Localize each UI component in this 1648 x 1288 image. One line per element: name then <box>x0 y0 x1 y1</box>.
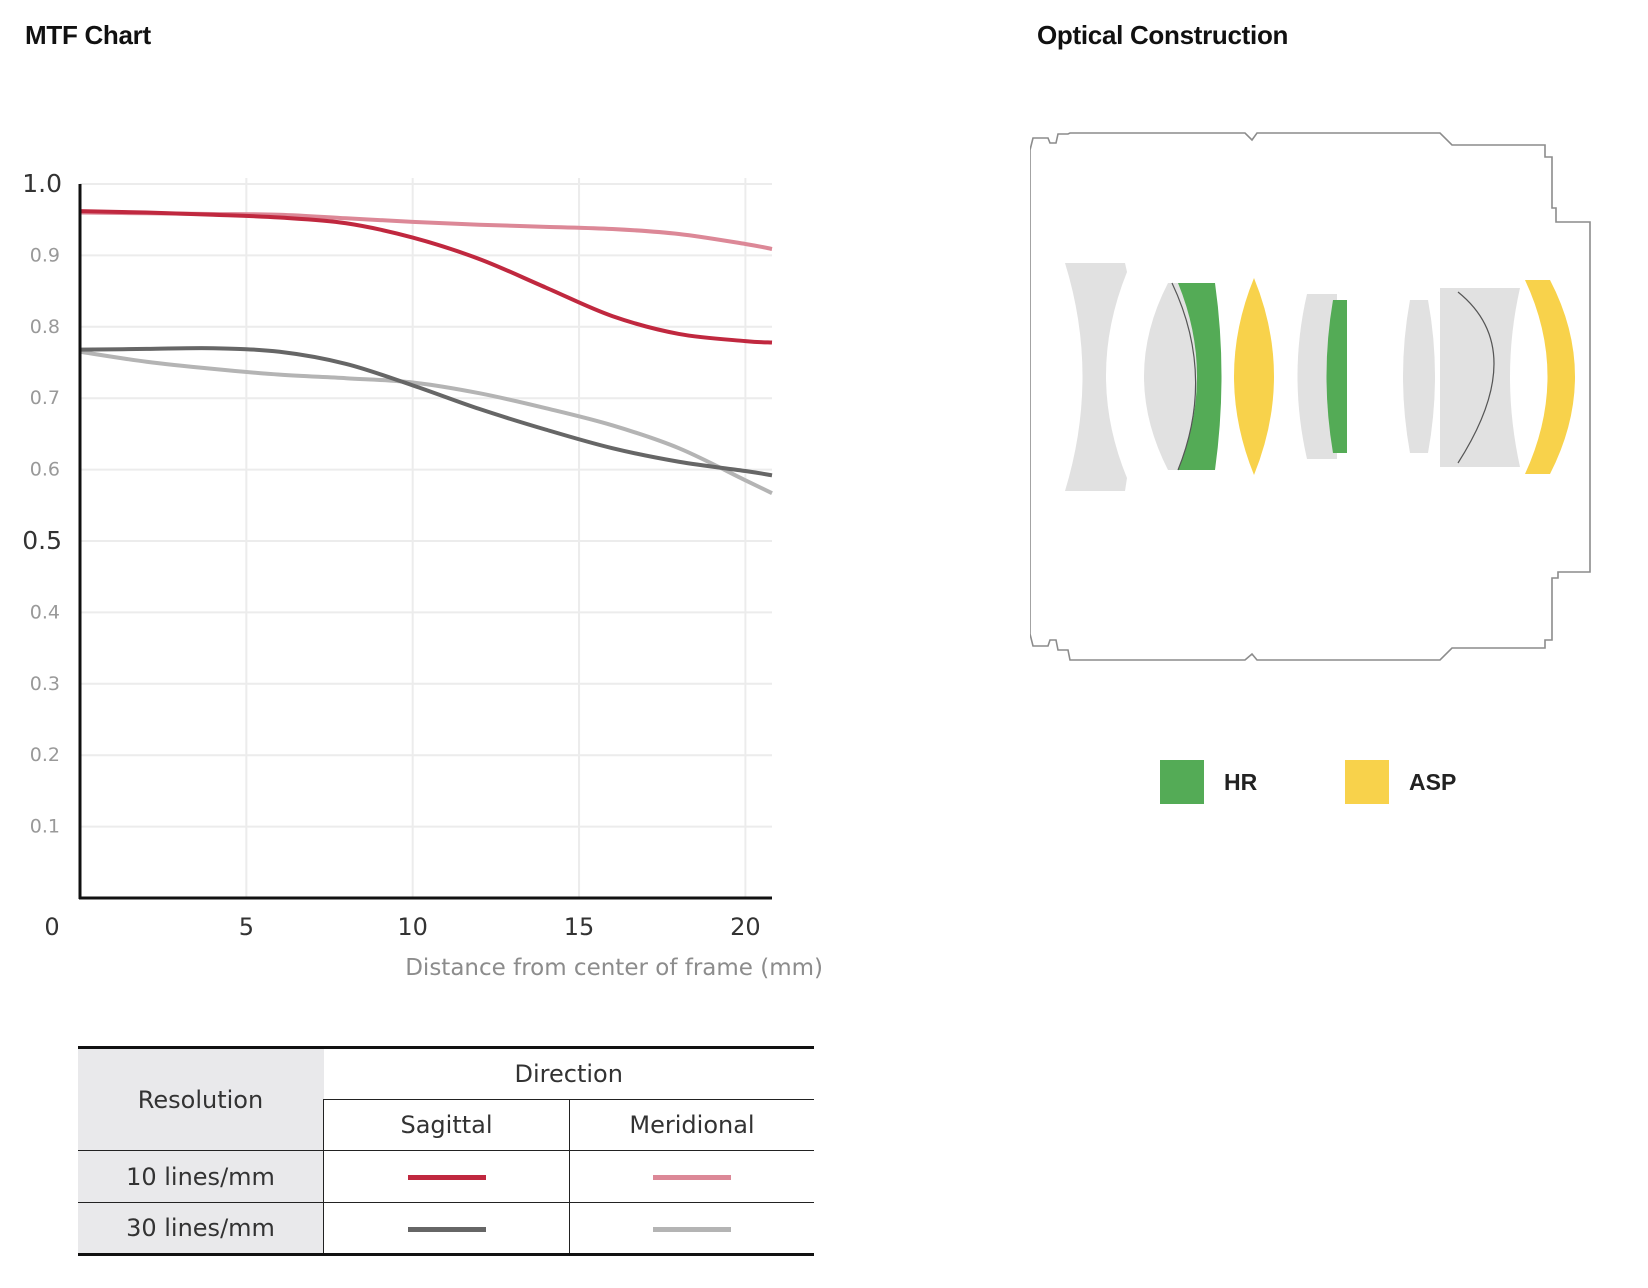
lens-divider-line <box>1171 282 1197 471</box>
resolution-header: Resolution <box>78 1046 324 1151</box>
lens-element-asp-1 <box>1234 278 1274 475</box>
lens-element-3 <box>1297 294 1337 459</box>
y-tick-label: 0.4 <box>30 601 60 623</box>
legend-subheader-row: Sagittal Meridional <box>78 1099 814 1151</box>
y-tick-label: 0.7 <box>30 387 60 409</box>
series-line-0 <box>79 209 773 345</box>
y-tick-label: 0.6 <box>30 459 60 481</box>
meridional-10-swatch <box>653 1175 731 1180</box>
meridional-30-cell <box>569 1202 814 1256</box>
mtf-chart: 0.1 0.2 0.3 0.4 0.5 0.6 0.7 0.8 0.9 1.0 0 5 10 15 20 D… <box>22 169 823 981</box>
asp-legend-item: ASP <box>1345 760 1456 804</box>
lens-barrel-outline <box>1030 132 1591 661</box>
y-tick-label: 0.3 <box>30 673 60 695</box>
sagittal-header: Sagittal <box>323 1099 570 1151</box>
lens-element-asp-2 <box>1525 280 1575 474</box>
series-line-3 <box>79 349 773 495</box>
sagittal-30-cell <box>323 1202 570 1256</box>
y-tick-label: 0.9 <box>30 244 60 266</box>
mtf-chart-title: MTF Chart <box>25 20 151 50</box>
resolution-30-label: 30 lines/mm <box>78 1202 324 1256</box>
meridional-header: Meridional <box>569 1099 814 1151</box>
direction-header: Direction <box>323 1046 814 1100</box>
lens-element-4 <box>1403 300 1435 453</box>
lens-element-hr-1 <box>1178 283 1222 470</box>
lens-divider-line-2 <box>1457 291 1495 464</box>
asp-swatch <box>1345 760 1389 804</box>
y-tick-label: 0.2 <box>30 744 60 766</box>
resolution-10-label: 10 lines/mm <box>78 1150 324 1203</box>
x-tick-label: 20 <box>730 913 761 941</box>
chart-axes <box>78 184 772 900</box>
hr-label: HR <box>1224 768 1258 795</box>
series-line-2 <box>79 346 773 478</box>
legend-row-10: 10 lines/mm <box>78 1150 814 1203</box>
optical-construction-diagram <box>1030 132 1591 661</box>
hr-swatch <box>1160 760 1204 804</box>
chart-tick-labels: 0.1 0.2 0.3 0.4 0.5 0.6 0.7 0.8 0.9 1.0 0 5 10 15 20 <box>22 169 760 941</box>
x-tick-label: 10 <box>397 913 428 941</box>
x-tick-label: 5 <box>239 913 254 941</box>
x-tick-label: 0 <box>44 913 59 941</box>
legend-header-row: Resolution Direction <box>78 1046 814 1151</box>
series-line-1 <box>79 210 773 251</box>
y-tick-label: 0.5 <box>22 526 62 555</box>
optical-construction-title: Optical Construction <box>1037 20 1289 50</box>
lens-element-hr-2 <box>1326 300 1347 453</box>
lens-element-5 <box>1440 288 1520 467</box>
sagittal-10-swatch <box>407 1175 486 1180</box>
chart-series <box>79 209 773 495</box>
mtf-legend-table: Resolution Direction Sagittal Meridional… <box>78 1046 814 1256</box>
legend-row-30: 30 lines/mm <box>78 1202 814 1256</box>
x-tick-label: 15 <box>564 913 595 941</box>
sagittal-30-swatch <box>407 1226 486 1232</box>
meridional-10-cell <box>569 1150 814 1203</box>
x-axis-label: Distance from center of frame (mm) <box>405 955 823 981</box>
hr-legend-item: HR <box>1160 760 1257 804</box>
lens-element-1 <box>1065 263 1127 491</box>
y-tick-label: 1.0 <box>22 169 62 198</box>
meridional-30-swatch <box>653 1226 731 1232</box>
y-tick-label: 0.1 <box>30 816 60 838</box>
sagittal-10-cell <box>323 1150 570 1203</box>
asp-label: ASP <box>1409 768 1457 795</box>
chart-grid <box>80 178 772 898</box>
y-tick-label: 0.8 <box>30 316 60 338</box>
